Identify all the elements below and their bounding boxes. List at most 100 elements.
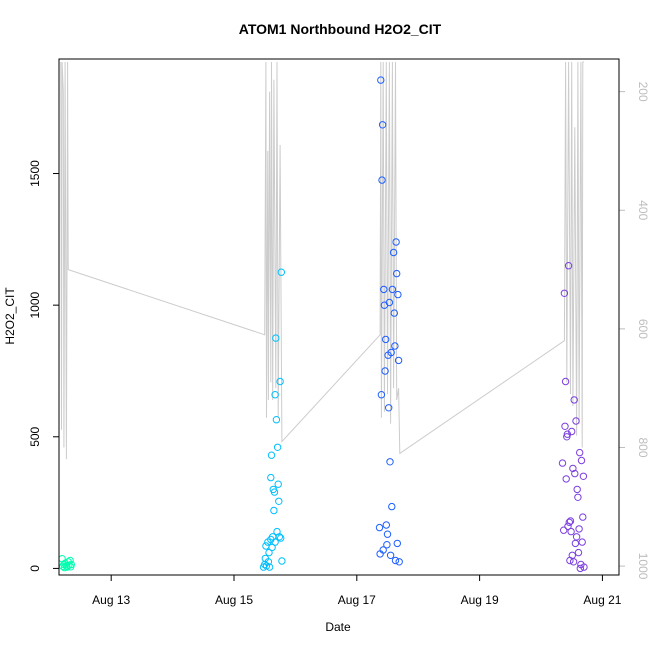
- data-point: [564, 262, 573, 270]
- y-tick-label: 0: [28, 565, 42, 572]
- y-axis-right: 200 400 600 800 1000: [619, 82, 650, 580]
- data-point: [562, 475, 570, 483]
- data-point: [273, 443, 282, 451]
- data-point: [560, 526, 568, 534]
- data-point: [385, 298, 394, 307]
- data-point: [277, 534, 285, 542]
- data-point: [382, 521, 390, 529]
- data-point: [385, 404, 393, 412]
- plot-frame: [58, 58, 620, 576]
- x-tick-label: Aug 13: [92, 593, 130, 607]
- data-point: [565, 518, 573, 526]
- data-point: [571, 469, 579, 478]
- data-point: [569, 464, 577, 473]
- data-point: [271, 391, 279, 399]
- data-point: [558, 459, 567, 467]
- depth-profile-layer: [60, 61, 584, 460]
- data-point: [569, 558, 578, 566]
- data-point: [274, 480, 282, 488]
- data-point: [577, 456, 586, 465]
- data-point: [574, 493, 582, 501]
- data-point: [277, 268, 285, 276]
- data-point: [572, 533, 581, 541]
- data-point: [379, 546, 387, 554]
- data-point: [270, 488, 279, 496]
- data-point: [560, 289, 569, 297]
- data-point: [388, 502, 396, 511]
- y-axis-left: 0 500 1000 1500: [28, 160, 59, 572]
- right-y-tick-label: 400: [636, 200, 650, 220]
- data-point: [561, 377, 570, 386]
- data-point: [391, 342, 399, 350]
- data-points-layer: [58, 76, 588, 573]
- data-point: [386, 551, 395, 559]
- data-point: [389, 248, 398, 257]
- data-point: [576, 564, 584, 573]
- x-tick-label: Aug 21: [583, 593, 621, 607]
- data-point: [579, 513, 587, 521]
- data-point: [392, 238, 400, 246]
- data-point: [574, 548, 583, 557]
- x-tick-label: Aug 17: [338, 593, 376, 607]
- data-point: [393, 539, 401, 548]
- data-point: [580, 563, 588, 571]
- x-tick-label: Aug 19: [461, 593, 499, 607]
- data-point: [566, 517, 575, 525]
- data-point: [275, 533, 284, 541]
- data-point: [271, 538, 279, 546]
- data-point: [573, 485, 581, 494]
- data-point: [568, 427, 576, 436]
- x-axis-label: Date: [325, 620, 351, 634]
- data-point: [388, 285, 397, 294]
- right-y-tick-label: 200: [636, 82, 650, 102]
- y-tick-label: 1500: [28, 160, 42, 187]
- data-point: [386, 458, 394, 466]
- y-tick-label: 1000: [28, 291, 42, 318]
- data-point: [394, 356, 403, 365]
- data-point: [276, 377, 284, 386]
- data-point: [570, 396, 578, 404]
- data-point: [272, 334, 280, 342]
- data-point: [561, 422, 569, 430]
- data-point: [393, 269, 401, 278]
- data-point: [275, 497, 283, 505]
- y-axis-label: H2O2_CIT: [3, 287, 17, 345]
- data-point: [272, 416, 281, 424]
- data-point: [67, 560, 76, 569]
- right-y-tick-label: 600: [636, 319, 650, 339]
- data-point: [267, 473, 275, 482]
- data-point: [391, 556, 400, 565]
- right-y-tick-label: 1000: [636, 553, 650, 580]
- data-point: [378, 121, 387, 129]
- data-point: [383, 530, 392, 538]
- data-point: [390, 309, 398, 317]
- data-point: [267, 451, 276, 459]
- data-point: [387, 348, 395, 357]
- data-point: [270, 506, 278, 515]
- data-point: [278, 557, 286, 565]
- data-point: [579, 472, 588, 480]
- data-point: [382, 335, 390, 344]
- data-point: [264, 558, 273, 566]
- data-point: [265, 563, 274, 571]
- data-point: [394, 290, 402, 299]
- data-point: [375, 523, 384, 532]
- data-point: [377, 76, 385, 84]
- data-point: [378, 176, 386, 184]
- right-y-tick-label: 800: [636, 437, 650, 457]
- x-tick-label: Aug 15: [215, 593, 253, 607]
- data-point: [578, 538, 586, 546]
- data-point: [383, 541, 391, 549]
- data-point: [380, 285, 388, 294]
- data-point: [575, 525, 583, 533]
- data-point: [567, 527, 575, 536]
- data-point: [377, 391, 386, 399]
- data-point: [395, 558, 403, 566]
- chart-title: ATOM1 Northbound H2O2_CIT: [239, 21, 442, 37]
- x-axis: Aug 13 Aug 15 Aug 17 Aug 19 Aug 21: [92, 575, 622, 607]
- data-point: [576, 448, 584, 457]
- depth-profile-line: [60, 61, 584, 460]
- data-point: [381, 367, 389, 375]
